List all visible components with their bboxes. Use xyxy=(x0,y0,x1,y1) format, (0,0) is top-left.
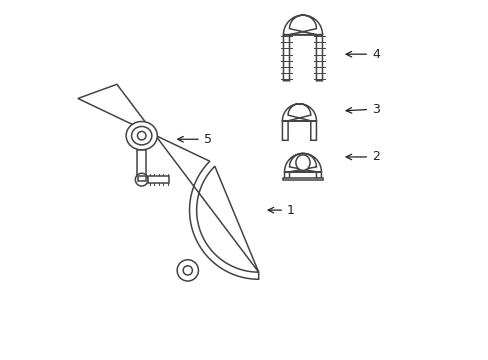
Text: 3: 3 xyxy=(346,103,379,116)
Polygon shape xyxy=(284,153,321,178)
Text: 2: 2 xyxy=(346,150,379,163)
Polygon shape xyxy=(283,15,322,81)
Circle shape xyxy=(177,260,198,281)
Ellipse shape xyxy=(295,155,309,170)
Polygon shape xyxy=(282,178,323,180)
Polygon shape xyxy=(282,104,316,140)
Polygon shape xyxy=(148,176,168,183)
Polygon shape xyxy=(137,150,146,176)
Circle shape xyxy=(135,173,148,186)
Polygon shape xyxy=(138,176,145,181)
Ellipse shape xyxy=(137,131,145,140)
Circle shape xyxy=(183,266,192,275)
Text: 5: 5 xyxy=(178,133,211,146)
Polygon shape xyxy=(78,84,258,279)
Ellipse shape xyxy=(131,126,152,145)
Ellipse shape xyxy=(126,122,157,150)
Text: 1: 1 xyxy=(267,204,294,217)
Text: 4: 4 xyxy=(346,48,379,61)
